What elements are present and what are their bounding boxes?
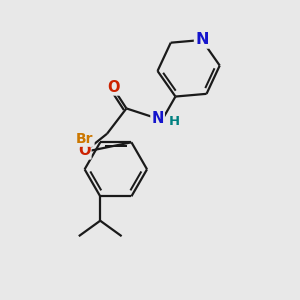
Text: O: O: [107, 80, 119, 94]
Text: H: H: [169, 115, 180, 128]
Text: N: N: [152, 111, 164, 126]
Text: O: O: [78, 143, 91, 158]
Text: Br: Br: [76, 132, 94, 146]
Text: N: N: [195, 32, 208, 47]
